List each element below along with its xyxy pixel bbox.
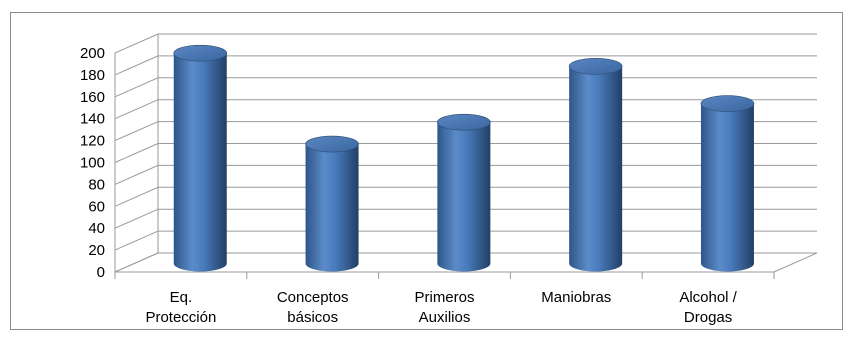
y-tick-label: 120 [80,133,105,150]
x-tick-label: Conceptos básicos [277,289,349,326]
bar-body [305,144,359,272]
x-tick-label: Maniobras [541,289,611,306]
y-tick-labels: 0 20 40 60 80 100 120 140 160 180 200 [80,45,105,281]
y-tick-label: 40 [88,220,105,237]
x-tick-label: Primeros Auxilios [414,289,474,326]
bar [173,44,228,272]
bar-top [568,58,623,75]
x-tick-label: Eq. Protección [145,289,216,326]
y-tick-label: 20 [88,242,105,259]
y-tick-label: 100 [80,155,105,172]
y-tick-label: 200 [80,45,105,62]
bar-top [700,95,755,112]
x-tick-labels: Eq. Protección Conceptos básicos Primeros Aux… [145,289,737,326]
chart-frame: 0 20 40 60 80 100 120 140 160 180 200 Eq. Protecció… [10,12,843,330]
gridline [114,55,817,76]
floor-plane [114,252,818,273]
bar [700,95,755,272]
bar-body [569,66,623,272]
y-tick-label: 180 [80,67,105,84]
bar [568,58,623,272]
y-tick-label: 140 [80,111,105,128]
bar-top [437,113,491,131]
bar-body [437,122,491,272]
cylinder-bar-chart: 0 20 40 60 80 100 120 140 160 180 200 Eq. Protecció… [80,33,818,326]
bar-body [173,53,227,272]
bar [437,113,491,272]
bar [305,135,359,272]
gridline [114,33,817,54]
bar-body [700,103,754,272]
y-tick-label: 60 [88,198,105,215]
bar-top [305,135,359,153]
bars-layer [173,44,755,272]
y-tick-label: 80 [88,176,105,193]
y-tick-label: 160 [80,89,105,106]
axis-layer [114,53,818,279]
y-tick-label: 0 [97,264,105,281]
bar-top [173,44,228,62]
x-tick-label: Alcohol / Drogas [679,289,737,326]
